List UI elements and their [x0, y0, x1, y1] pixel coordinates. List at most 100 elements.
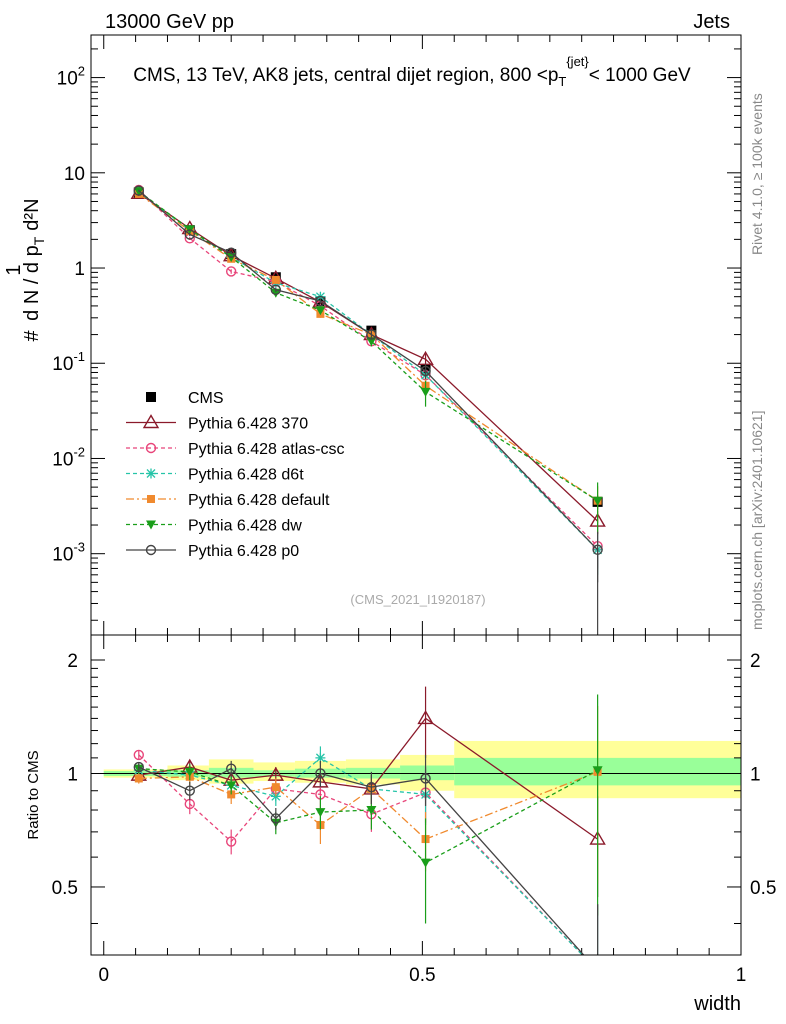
series-pythia-6-428-atlas-csc: [133, 184, 603, 569]
legend-label: Pythia 6.428 atlas-csc: [188, 441, 345, 458]
data-point: [420, 387, 431, 397]
legend-marker: [146, 468, 156, 479]
ratio-line: [138, 766, 585, 955]
main-ytick-label: 10: [64, 164, 85, 185]
legend-marker: [145, 544, 157, 556]
main-ytick-label: 10-1: [52, 349, 85, 375]
data-point: [315, 306, 326, 316]
xtick-label: 1: [736, 965, 747, 986]
legend-item: CMS: [146, 390, 224, 407]
main-y-label: # d N / d pTd²N: [21, 198, 47, 341]
ratio-line: [138, 771, 598, 840]
legend: CMS Pythia 6.428 370 Pythia 6.428 atlas-cs…: [126, 390, 345, 560]
ratio-ytick-label: 1: [67, 764, 78, 785]
ratio-point: [420, 858, 431, 868]
legend-label: Pythia 6.428 default: [188, 492, 330, 509]
legend-label: CMS: [188, 390, 224, 407]
header-process: 13000 GeV pp: [105, 11, 234, 33]
svg-text:# d N / d pTd²N: # d N / d pTd²N: [21, 198, 47, 341]
main-y-label-frac: 1: [3, 264, 25, 275]
ratio-point: [315, 768, 326, 779]
data-point: [271, 275, 280, 284]
legend-item: Pythia 6.428 default: [126, 492, 330, 509]
ratio-ytick-label: 2: [67, 651, 78, 672]
ratio-point: [184, 767, 195, 777]
ratio-point: [315, 808, 326, 818]
data-point: [420, 365, 431, 377]
ratio-ytick-label-right: 1: [750, 764, 761, 785]
data-point: [315, 295, 326, 307]
ratio-point: [366, 806, 377, 816]
ratio-point: [315, 752, 326, 763]
ratio-point: [270, 813, 282, 824]
data-point: [133, 187, 144, 197]
data-point: [592, 496, 603, 506]
x-axis-label: width: [693, 993, 741, 1015]
ratio-ytick-label-right: 0.5: [750, 878, 776, 899]
ratio-panel: 0.5 0.5 1 1 2 2 0 0.5 1: [52, 634, 776, 986]
main-title: CMS, 13 TeV, AK8 jets, central dijet reg…: [133, 54, 691, 89]
legend-item: Pythia 6.428 370: [126, 414, 308, 433]
ratio-point: [133, 761, 144, 773]
series-line: [138, 190, 598, 502]
series-pythia-6-428-p0: [133, 185, 603, 583]
data-point: [225, 247, 237, 258]
ratio-point: [593, 966, 602, 975]
mcplots-label: mcplots.cern.ch [arXiv:2401.10621]: [749, 411, 765, 630]
ratio-ytick-label: 0.5: [52, 878, 78, 899]
header-category: Jets: [693, 11, 730, 33]
series-line: [138, 190, 599, 551]
legend-label: Pythia 6.428 dw: [188, 518, 302, 535]
ratio-point: [134, 774, 143, 783]
xtick-label: 0: [98, 965, 109, 986]
analysis-id: (CMS_2021_I1920187): [350, 592, 485, 607]
ratio-point: [593, 966, 602, 975]
data-point: [133, 185, 144, 196]
ratio-line: [138, 757, 584, 955]
xtick-label: 0.5: [409, 965, 435, 986]
legend-label: Pythia 6.428 d6t: [188, 467, 304, 484]
main-ytick-label: 10-3: [52, 540, 85, 566]
legend-label: Pythia 6.428 p0: [188, 543, 299, 560]
legend-marker: [146, 520, 156, 530]
ratio-frame: [90, 634, 742, 956]
legend-marker: [142, 414, 160, 429]
ratio-y-label: Ratio to CMS: [25, 750, 42, 839]
legend-item: Pythia 6.428 p0: [126, 543, 299, 560]
legend-item: Pythia 6.428 dw: [126, 518, 302, 535]
legend-label: Pythia 6.428 370: [188, 416, 308, 433]
main-ytick-label: 10-2: [52, 444, 85, 470]
ratio-line: [138, 717, 598, 840]
ratio-line: [138, 767, 598, 864]
ratio-point: [593, 966, 603, 976]
legend-marker: [147, 495, 155, 503]
ratio-point: [420, 773, 431, 784]
main-ytick-label: 1: [74, 259, 85, 280]
ratio-pythia-6-428-dw: [133, 694, 603, 924]
legend-item: Pythia 6.428 atlas-csc: [126, 441, 345, 458]
data-point: [270, 284, 282, 296]
ratio-point: [271, 783, 280, 792]
ratio-point: [270, 791, 281, 802]
ratio-point: [225, 763, 237, 774]
data-point: [366, 337, 377, 347]
data-point: [366, 329, 377, 340]
ratio-point: [366, 781, 377, 793]
ratio-point: [184, 785, 195, 796]
series-line: [138, 193, 598, 502]
ratio-point: [592, 766, 603, 776]
data-point: [225, 266, 237, 277]
ratio-ytick-label-right: 2: [750, 651, 761, 672]
ratio-point: [417, 710, 434, 725]
main-panel: 10-3 10-2 10-1 1 10 102 CMS, 13 TeV, AK8 jets…: [52, 34, 742, 636]
ratio-line: [138, 754, 584, 955]
rivet-label: Rivet 4.1.0, ≥ 100k events: [749, 93, 765, 255]
ratio-point: [225, 836, 237, 847]
ratio-pythia-6-428-p0: [133, 754, 602, 975]
ratio-point: [226, 781, 237, 791]
legend-marker: [145, 442, 157, 454]
series-line: [138, 189, 599, 547]
data-point: [184, 229, 195, 240]
uncertainty-band-inner: [400, 765, 455, 781]
